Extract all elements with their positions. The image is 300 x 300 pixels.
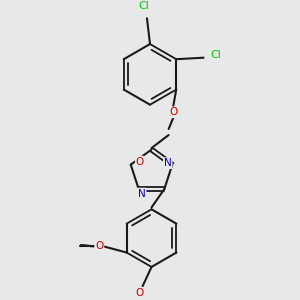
Text: N: N [164, 158, 172, 168]
Text: N: N [138, 189, 146, 199]
Text: O: O [95, 242, 103, 251]
Text: Cl: Cl [210, 50, 221, 60]
Text: O: O [135, 288, 143, 298]
Text: Cl: Cl [139, 1, 149, 11]
Text: O: O [136, 157, 144, 166]
Text: O: O [169, 107, 177, 117]
